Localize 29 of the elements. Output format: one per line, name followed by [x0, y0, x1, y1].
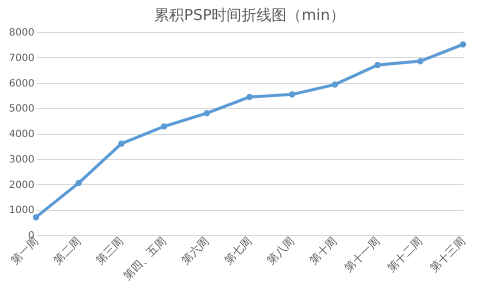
y-tick-label: 4000 — [9, 129, 34, 140]
point — [460, 41, 466, 48]
x-tick-label: 第十一周 — [342, 234, 382, 275]
point — [417, 58, 424, 64]
point — [246, 94, 253, 100]
x-tick-label: 第八周 — [264, 234, 297, 268]
y-tick-label: 6000 — [9, 78, 34, 90]
y-tick-label: 3000 — [9, 154, 34, 166]
x-tick-label: 第二周 — [50, 234, 84, 268]
x-tick-label: 第十二周 — [384, 234, 426, 275]
point — [374, 62, 381, 68]
point — [289, 91, 296, 98]
x-tick-label: 第十周 — [307, 234, 340, 268]
x-tick-label: 第十三周 — [427, 234, 468, 275]
y-tick-label: 7000 — [9, 52, 34, 64]
x-tick-label: 第三周 — [94, 234, 126, 268]
point — [332, 81, 338, 88]
point — [160, 123, 168, 130]
point — [118, 140, 125, 147]
point — [76, 180, 82, 186]
x-tick-label: 第六周 — [179, 234, 212, 268]
point — [204, 110, 210, 116]
chart-title: 累积PSP时间折线图（min） — [154, 6, 345, 24]
y-tick-label: 8000 — [9, 28, 34, 38]
point — [32, 214, 40, 220]
x-tick-label: 第七周 — [222, 234, 254, 268]
y-tick-label: 1000 — [9, 205, 34, 216]
y-tick-label: 2000 — [9, 180, 34, 191]
y-tick-label: 5000 — [9, 104, 34, 115]
